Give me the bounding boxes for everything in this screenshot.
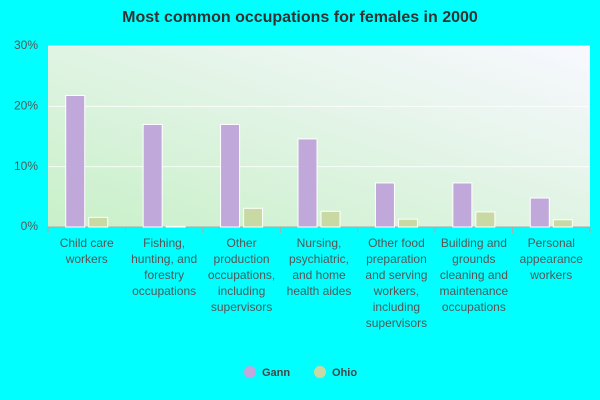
x-tick-label: Fishing, hunting, and forestry occupatio… [131, 236, 198, 298]
bar [475, 211, 496, 228]
bar [65, 94, 86, 228]
bar [243, 207, 264, 228]
y-tick-label: 30% [14, 38, 38, 52]
y-tick-label: 20% [14, 99, 38, 113]
chart-title: Most common occupations for females in 2… [122, 9, 478, 26]
x-tick-label: Child care workers [59, 236, 114, 266]
bar [165, 225, 186, 228]
bar [297, 138, 318, 228]
bar [320, 210, 341, 228]
x-tick-label: Other food preparation and serving worke… [365, 236, 428, 330]
x-tick-label: Other production occupations, including … [207, 236, 276, 314]
legend-swatch [244, 366, 256, 378]
bar [397, 218, 418, 228]
plot-area [48, 46, 590, 227]
legend-swatch [314, 366, 326, 378]
bar [552, 219, 573, 228]
y-tick-label: 10% [14, 159, 38, 173]
bar [374, 182, 395, 228]
bar [452, 182, 473, 228]
x-tick-label: Building and grounds cleaning and mainte… [439, 236, 509, 314]
bar [88, 216, 109, 228]
x-tick-label: Personal appearance workers [519, 236, 583, 282]
x-tick-label: Nursing, psychiatric, and home health ai… [286, 236, 352, 298]
bar [142, 123, 163, 228]
bar [529, 197, 550, 228]
bar [220, 123, 241, 228]
legend-label: Ohio [332, 367, 357, 379]
y-tick-label: 0% [21, 219, 39, 233]
legend-label: Gann [262, 367, 290, 379]
